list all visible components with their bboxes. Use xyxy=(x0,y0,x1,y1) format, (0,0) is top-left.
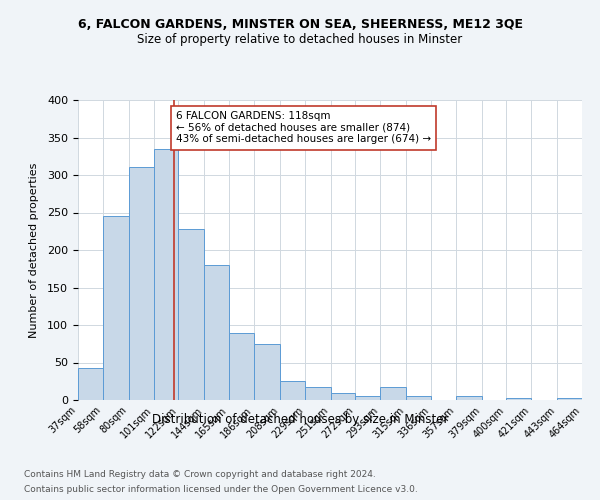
Bar xyxy=(380,387,406,400)
Text: 6 FALCON GARDENS: 118sqm
← 56% of detached houses are smaller (874)
43% of semi-: 6 FALCON GARDENS: 118sqm ← 56% of detach… xyxy=(176,112,431,144)
Bar xyxy=(355,396,380,400)
Text: 6, FALCON GARDENS, MINSTER ON SEA, SHEERNESS, ME12 3QE: 6, FALCON GARDENS, MINSTER ON SEA, SHEER… xyxy=(77,18,523,30)
Bar xyxy=(280,380,305,400)
Bar xyxy=(331,392,355,400)
Bar xyxy=(305,386,331,400)
Text: Distribution of detached houses by size in Minster: Distribution of detached houses by size … xyxy=(152,412,448,426)
Bar xyxy=(78,368,103,400)
Text: Size of property relative to detached houses in Minster: Size of property relative to detached ho… xyxy=(137,32,463,46)
Bar xyxy=(178,229,204,400)
Bar xyxy=(456,396,482,400)
Bar xyxy=(506,398,531,400)
Bar xyxy=(204,265,229,400)
Y-axis label: Number of detached properties: Number of detached properties xyxy=(29,162,39,338)
Bar xyxy=(557,398,582,400)
Bar xyxy=(103,216,129,400)
Bar xyxy=(406,396,431,400)
Bar xyxy=(154,149,178,400)
Text: Contains public sector information licensed under the Open Government Licence v3: Contains public sector information licen… xyxy=(24,485,418,494)
Bar xyxy=(254,344,280,400)
Bar xyxy=(229,332,254,400)
Text: Contains HM Land Registry data © Crown copyright and database right 2024.: Contains HM Land Registry data © Crown c… xyxy=(24,470,376,479)
Bar xyxy=(129,167,154,400)
